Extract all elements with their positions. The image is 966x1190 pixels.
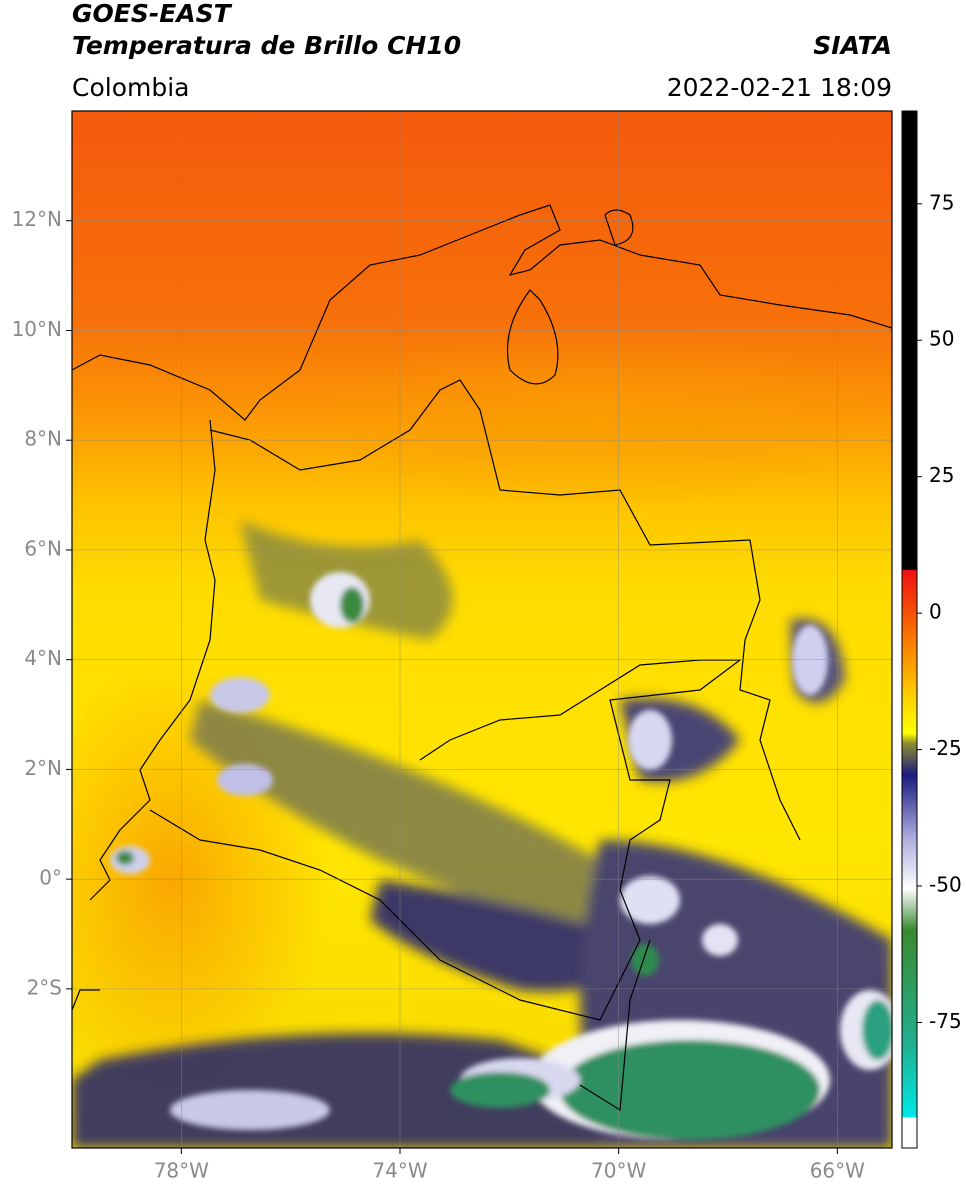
coastlines xyxy=(72,204,892,1112)
datetime: 2022-02-21 18:09 xyxy=(667,73,892,102)
region: Colombia xyxy=(72,73,189,102)
y-tick-label: 2°S xyxy=(27,975,62,999)
colorbar-tick-label: -25 xyxy=(929,736,962,760)
subtitle: Temperatura de Brillo CH10 xyxy=(72,31,461,60)
y-tick-label: 2°N xyxy=(24,756,62,780)
y-tick-label: 0° xyxy=(39,866,62,890)
title: GOES-EAST xyxy=(72,0,233,28)
x-tick-label: 74°W xyxy=(372,1159,427,1183)
colorbar-tick-label: -50 xyxy=(929,873,962,897)
colorbar-tick-label: 0 xyxy=(929,600,942,624)
colorbar-tick-label: 50 xyxy=(929,327,954,351)
y-tick-label: 8°N xyxy=(24,427,62,451)
colorbar-tick-label: -75 xyxy=(929,1009,962,1033)
map-image xyxy=(72,111,892,1148)
x-tick-label: 78°W xyxy=(154,1159,209,1183)
y-tick-label: 12°N xyxy=(12,207,62,231)
x-tick-label: 70°W xyxy=(591,1159,646,1183)
colorbar-tick-label: 75 xyxy=(929,190,954,214)
y-tick-label: 4°N xyxy=(24,646,62,670)
source: SIATA xyxy=(813,31,892,60)
y-tick-label: 6°N xyxy=(24,536,62,560)
x-tick-label: 66°W xyxy=(810,1159,865,1183)
y-tick-label: 10°N xyxy=(12,317,62,341)
colorbar-tick-label: 25 xyxy=(929,463,954,487)
map-frame xyxy=(71,110,893,1149)
colorbar xyxy=(901,110,918,1149)
